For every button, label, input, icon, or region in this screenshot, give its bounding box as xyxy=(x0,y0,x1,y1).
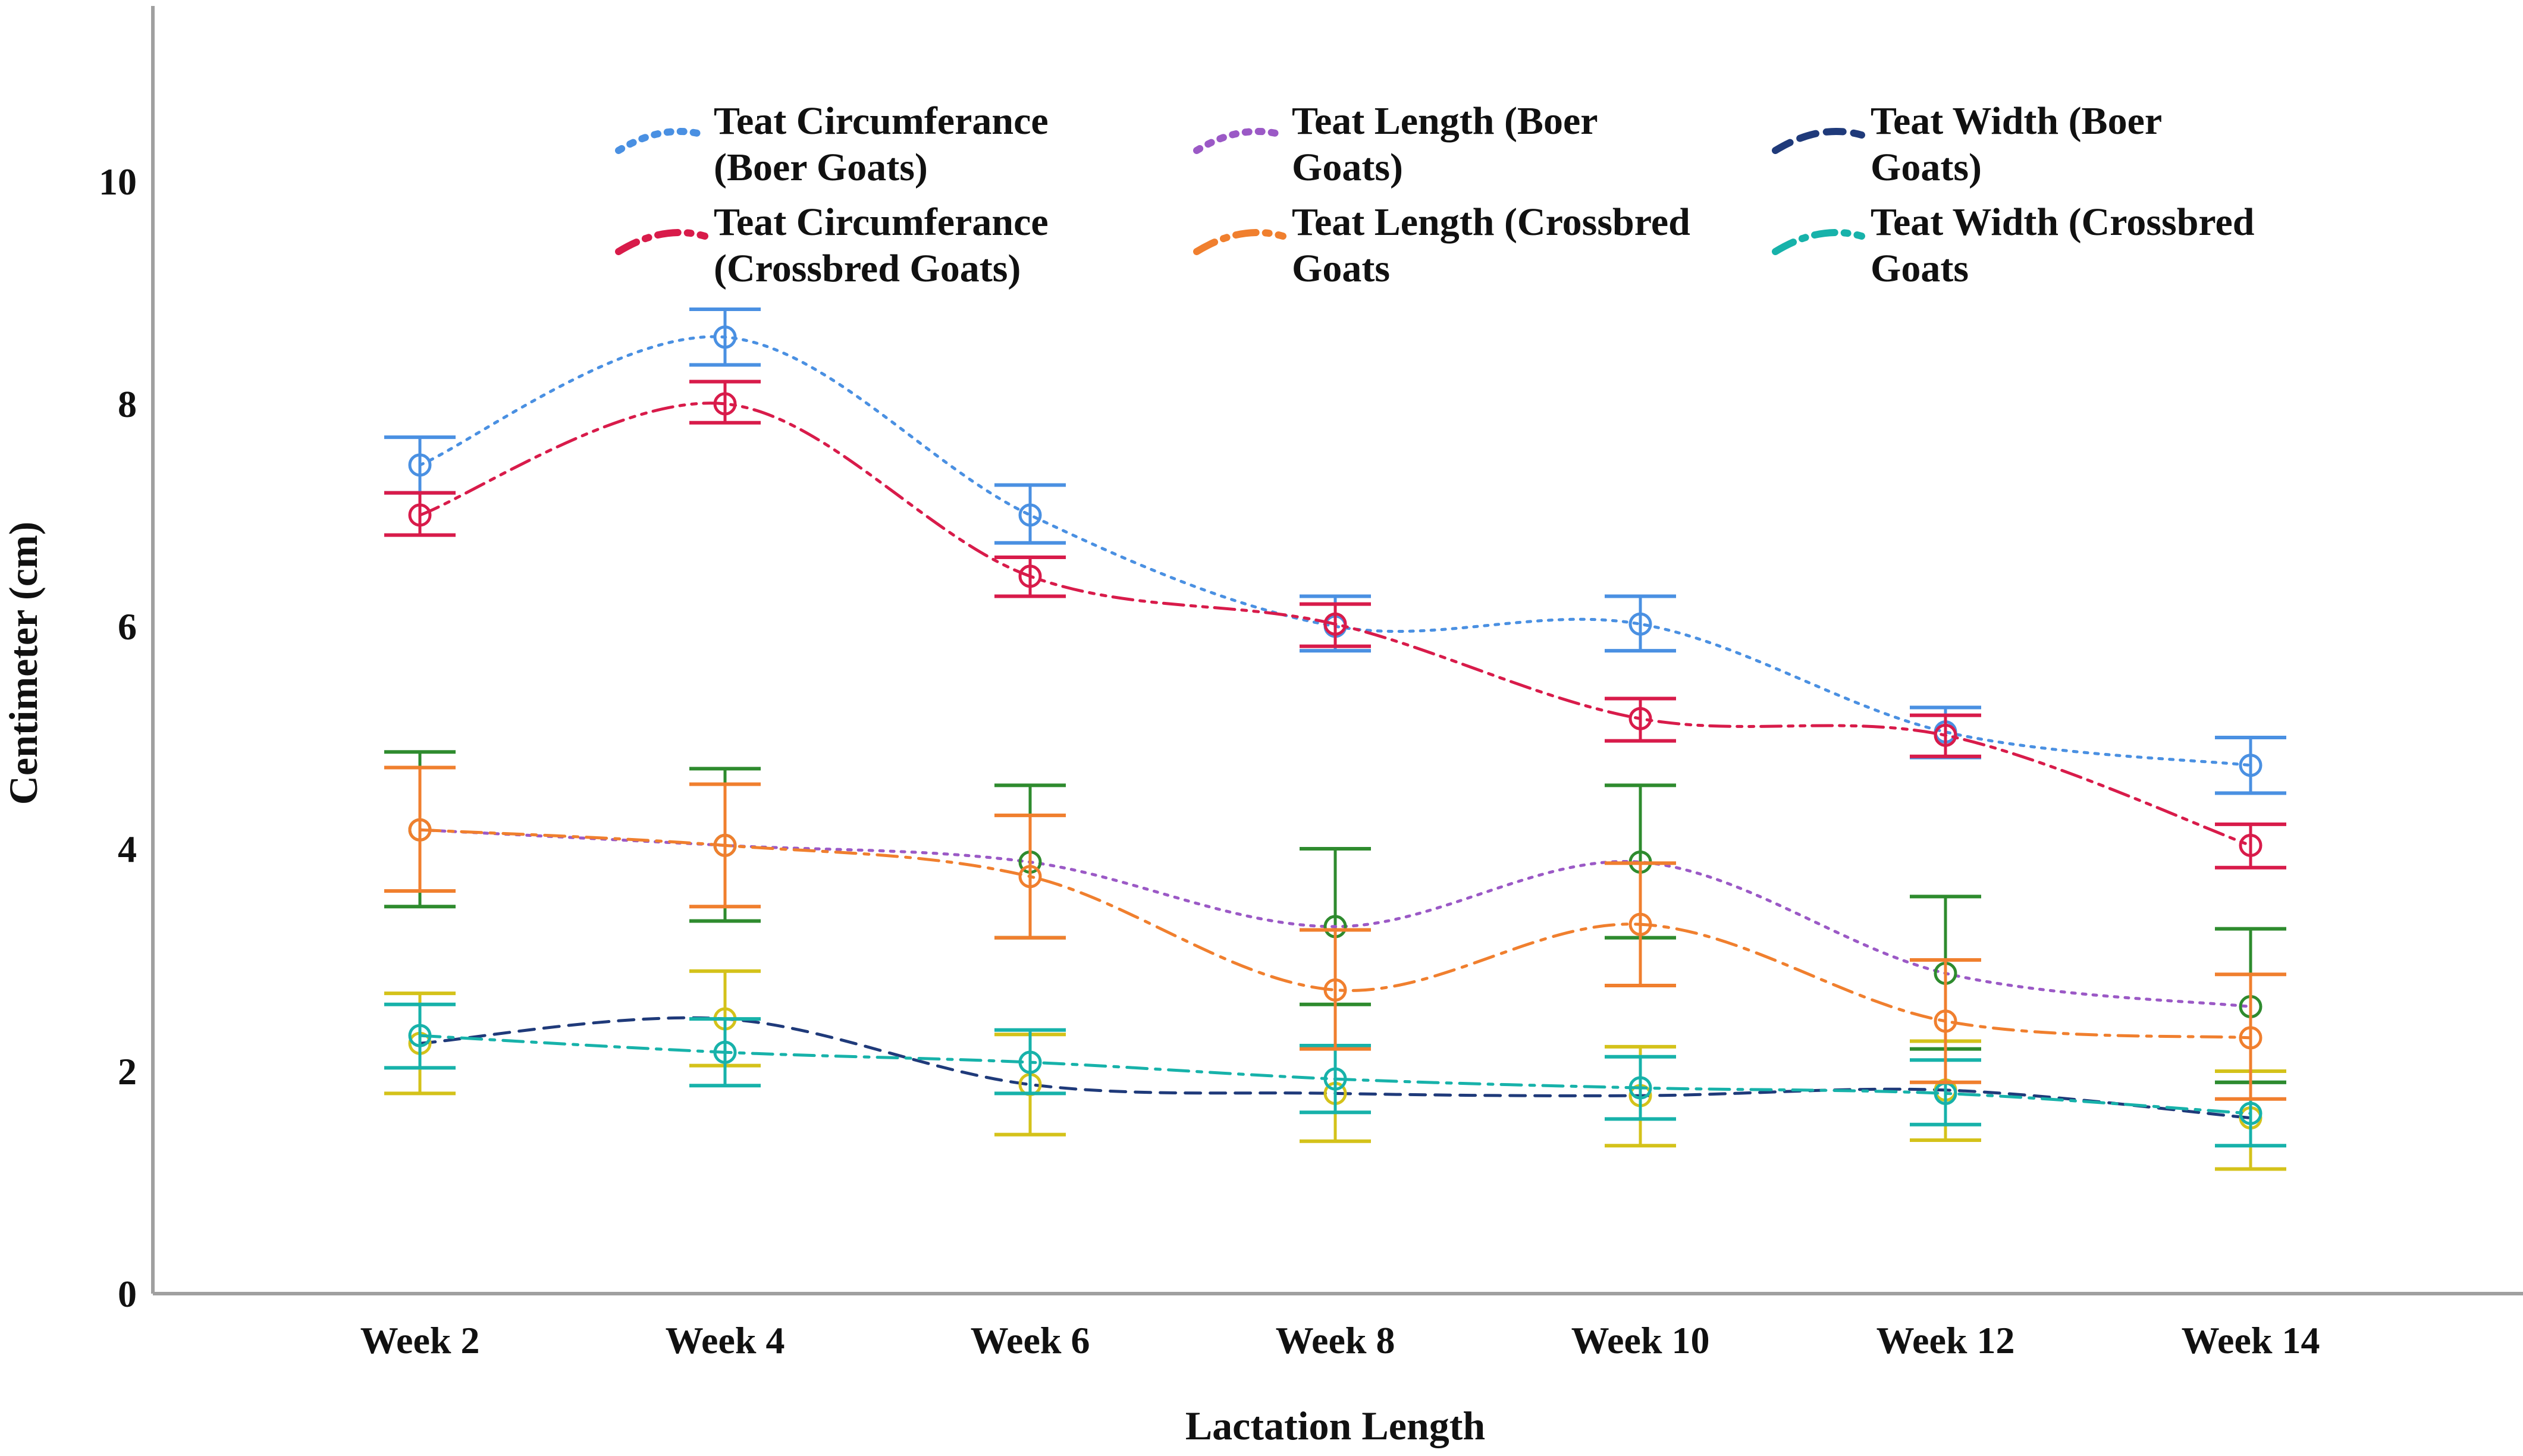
legend-label: Teat Width (Boer xyxy=(1871,99,2162,143)
data-point xyxy=(1018,865,1042,889)
y-tick-labels: 0 2 4 6 8 10 xyxy=(99,161,137,1315)
series-1 xyxy=(384,379,2286,870)
error-bar xyxy=(1605,594,1676,653)
legend-swatch xyxy=(1193,127,1286,154)
legend-swatch xyxy=(1772,127,1865,154)
x-tick-label: Week 6 xyxy=(971,1319,1090,1361)
x-tick-label: Week 8 xyxy=(1276,1319,1395,1361)
data-point xyxy=(713,833,737,857)
series-line xyxy=(418,828,2252,1040)
error-bar xyxy=(2215,736,2286,795)
data-point xyxy=(1018,564,1042,588)
legend-label: Teat Circumferance xyxy=(714,200,1049,244)
data-point xyxy=(1323,612,1347,636)
legend-label: Teat Circumferance xyxy=(714,99,1049,143)
x-tick-labels: Week 2 Week 4 Week 6 Week 8 Week 10 Week 12 We… xyxy=(360,1319,2320,1361)
legend-swatch xyxy=(615,228,708,255)
legend-label: (Boer Goats) xyxy=(714,146,928,189)
x-tick-label: Week 2 xyxy=(360,1319,480,1361)
x-tick-label: Week 12 xyxy=(1876,1319,2015,1361)
y-tick-label: 8 xyxy=(118,383,137,425)
series-line xyxy=(418,401,2252,847)
legend-swatch xyxy=(615,127,708,154)
y-tick-label: 4 xyxy=(118,828,137,870)
legend-swatch xyxy=(1772,228,1865,255)
data-point xyxy=(2239,1102,2262,1125)
data-point xyxy=(1934,1009,1957,1033)
legend-label: Goats xyxy=(1871,247,1969,290)
legend-item: Teat Circumferance(Crossbred Goats) xyxy=(615,200,1049,290)
data-point xyxy=(408,453,432,477)
data-point xyxy=(1628,612,1652,636)
x-tick-label: Week 4 xyxy=(666,1319,785,1361)
data-point xyxy=(1628,707,1652,730)
data-point xyxy=(1628,1076,1652,1100)
legend-swatch xyxy=(1193,228,1286,255)
error-bar xyxy=(689,379,761,425)
series-line xyxy=(418,1034,2252,1115)
data-point xyxy=(1934,723,1957,747)
series-layer xyxy=(384,307,2286,1171)
axes xyxy=(151,6,2523,1295)
legend-label: Teat Width (Crossbred xyxy=(1871,200,2255,244)
data-point xyxy=(2239,833,2262,857)
data-point xyxy=(713,1040,737,1064)
data-point xyxy=(408,1024,432,1047)
y-tick-label: 6 xyxy=(118,605,137,648)
data-point xyxy=(408,503,432,527)
y-tick-label: 2 xyxy=(118,1050,137,1093)
data-point xyxy=(1018,503,1042,527)
data-point xyxy=(1018,1050,1042,1074)
legend-label: Teat Length (Crossbred xyxy=(1292,200,1690,244)
x-axis-title: Lactation Length xyxy=(1185,1403,1485,1448)
error-bar xyxy=(994,483,1066,545)
data-point xyxy=(1628,912,1652,936)
y-tick-label: 10 xyxy=(99,161,137,203)
data-point xyxy=(2239,1026,2262,1050)
x-tick-label: Week 14 xyxy=(2182,1319,2320,1361)
legend-item: Teat Circumferance(Boer Goats) xyxy=(615,99,1049,189)
legend-label: Goats) xyxy=(1292,146,1403,189)
x-tick-label: Week 10 xyxy=(1571,1319,1710,1361)
data-point xyxy=(2239,754,2262,777)
error-bar xyxy=(2215,822,2286,870)
series-line xyxy=(418,335,2252,767)
data-point xyxy=(713,392,737,416)
data-point xyxy=(408,818,432,842)
data-point xyxy=(1323,1067,1347,1091)
data-point xyxy=(713,325,737,349)
legend: Teat Circumferance(Boer Goats)Teat Circu… xyxy=(615,99,2255,290)
legend-label: Goats) xyxy=(1871,146,1982,189)
data-point xyxy=(1323,978,1347,1002)
y-axis-title: Centimeter (cm) xyxy=(1,522,46,805)
legend-label: Teat Length (Boer xyxy=(1292,99,1598,143)
legend-label: Goats xyxy=(1292,247,1390,290)
y-tick-label: 0 xyxy=(118,1273,137,1315)
series-3 xyxy=(384,765,2286,1101)
series-0 xyxy=(384,307,2286,795)
legend-label: (Crossbred Goats) xyxy=(714,247,1021,290)
error-bar xyxy=(1300,928,1371,1051)
